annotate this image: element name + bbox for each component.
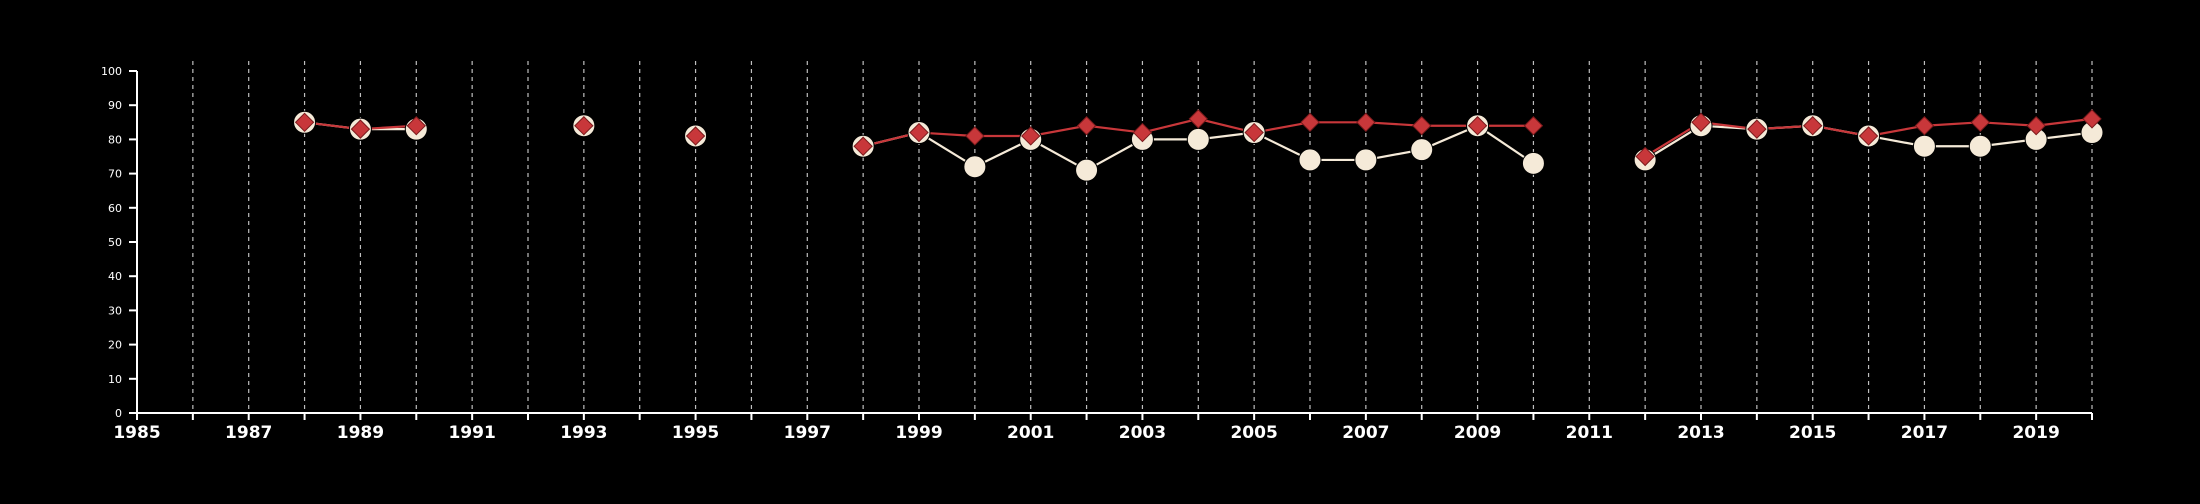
- series-b-point-1995: [685, 126, 706, 146]
- y-tick-label-90: 90: [108, 99, 122, 112]
- series-b-point-2013: [1691, 112, 1711, 133]
- x-tick-label-2017: 2017: [1901, 423, 1948, 443]
- x-tick-label-2005: 2005: [1230, 423, 1277, 443]
- grid-lines: [192, 61, 2093, 413]
- series-b-point-2006: [1300, 112, 1320, 133]
- series-b-point-1998: [853, 136, 873, 156]
- x-tick-label-1997: 1997: [784, 423, 831, 443]
- x-tick-label-1987: 1987: [225, 423, 272, 443]
- x-tick-label-1995: 1995: [672, 423, 719, 443]
- series-b-point-2019: [2026, 116, 2046, 136]
- series-a-point-2007: [1354, 148, 1378, 172]
- y-tick-label-70: 70: [108, 168, 122, 181]
- series-b-point-1989: [350, 119, 371, 139]
- x-tick-label-2011: 2011: [1566, 423, 1613, 443]
- series-a-point-2010: [1521, 151, 1545, 175]
- x-tick-label-2001: 2001: [1007, 423, 1054, 443]
- series-b-point-2010: [1523, 116, 1544, 136]
- series-b-point-2005: [1244, 122, 1264, 143]
- series-b-point-2015: [1803, 116, 1823, 136]
- series-b-point-2009: [1467, 116, 1488, 136]
- x-tick-label-2003: 2003: [1119, 423, 1166, 443]
- series-b-point-2008: [1412, 116, 1432, 136]
- series-a-point-2000: [963, 155, 987, 179]
- y-tick-label-10: 10: [108, 373, 122, 386]
- x-tick-label-1985: 1985: [113, 423, 160, 443]
- y-tick-label-50: 50: [108, 236, 122, 249]
- series-b-point-1990: [406, 116, 426, 136]
- series-a-point-2004: [1186, 127, 1210, 151]
- x-tick-label-1993: 1993: [560, 423, 607, 443]
- series-b-point-1988: [294, 112, 315, 133]
- series-a-point-2018: [1968, 134, 1992, 158]
- y-tick-label-40: 40: [108, 270, 122, 283]
- x-tick-label-2013: 2013: [1677, 423, 1724, 443]
- y-tick-label-20: 20: [108, 339, 122, 352]
- series-a-point-2002: [1075, 158, 1099, 182]
- x-tick-label-2007: 2007: [1342, 423, 1389, 443]
- axes: 1985 1987 1989 1991 1993 1995 1997 1999 2001 2003…: [101, 65, 2093, 443]
- series-b-point-2017: [1914, 116, 1935, 136]
- series-b-point-2004: [1188, 109, 1208, 129]
- x-tick-label-2009: 2009: [1454, 423, 1501, 443]
- series-b-point-2003: [1132, 122, 1153, 143]
- series-b-point-2020: [2082, 109, 2102, 129]
- y-tick-label-80: 80: [108, 133, 122, 146]
- y-tick-label-0: 0: [115, 407, 122, 420]
- series-b-point-2012: [1635, 146, 1655, 167]
- x-tick-label-2019: 2019: [2012, 423, 2059, 443]
- y-tick-label-100: 100: [101, 65, 122, 78]
- x-tick-label-1989: 1989: [337, 423, 384, 443]
- y-tick-label-30: 30: [108, 304, 122, 317]
- x-tick-label-1999: 1999: [895, 423, 942, 443]
- y-tick-label-60: 60: [108, 202, 122, 215]
- series-b-point-2016: [1858, 126, 1879, 146]
- series-b-point-1999: [909, 122, 929, 143]
- series-a-point-2017: [1912, 134, 1936, 158]
- series: [293, 109, 2104, 182]
- series-a-point-2006: [1298, 148, 1322, 172]
- series-b-point-1993: [574, 116, 594, 136]
- x-tick-label-2015: 2015: [1789, 423, 1836, 443]
- series-b-point-2018: [1970, 112, 1990, 133]
- x-tick-label-1991: 1991: [448, 423, 495, 443]
- series-b-point-2000: [965, 126, 985, 146]
- series-b-point-2007: [1356, 112, 1376, 133]
- series-a-point-2008: [1410, 138, 1434, 162]
- series-b-point-2014: [1747, 119, 1767, 139]
- series-b-point-2002: [1076, 116, 1097, 136]
- series-b-point-2001: [1021, 126, 1041, 146]
